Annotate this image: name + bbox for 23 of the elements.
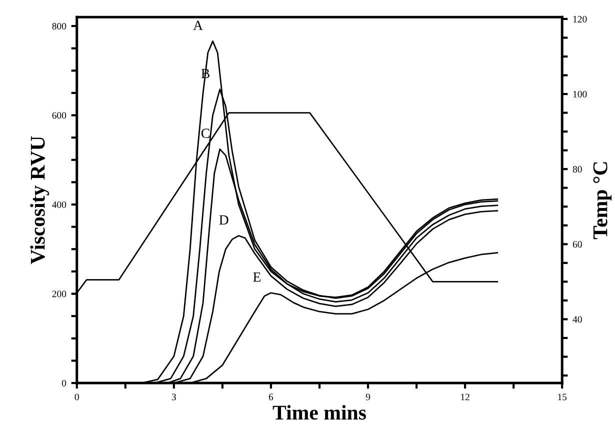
y-axis-title: Viscosity RVU <box>30 136 50 264</box>
x-tick-label: 9 <box>366 394 370 400</box>
x-axis-title: Time mins <box>272 405 366 420</box>
y-tick-label: 0 <box>62 380 66 386</box>
y-tick-label: 800 <box>52 22 66 30</box>
x-tick-label: 6 <box>268 394 274 400</box>
annotation: A <box>193 20 203 30</box>
x-tick-label: 0 <box>74 394 79 400</box>
annotation: C <box>201 128 210 138</box>
y2-tick-label: 120 <box>573 16 587 22</box>
y-tick-label: 600 <box>52 112 66 119</box>
y2-tick-label: 60 <box>572 241 582 248</box>
y2-tick-label: 80 <box>572 166 582 173</box>
x-tick-label: 15 <box>558 394 567 400</box>
x-tick-label: 12 <box>461 394 470 400</box>
x-tick-label: 3 <box>172 394 176 400</box>
annotation: D <box>219 215 228 224</box>
y-tick-label: 200 <box>52 290 66 298</box>
y2-tick-label: 40 <box>572 316 582 323</box>
y2-axis-title: Temp °C <box>593 162 612 240</box>
y2-tick-label: 100 <box>573 90 587 98</box>
annotation: E <box>253 272 261 282</box>
y-tick-label: 400 <box>52 201 66 208</box>
